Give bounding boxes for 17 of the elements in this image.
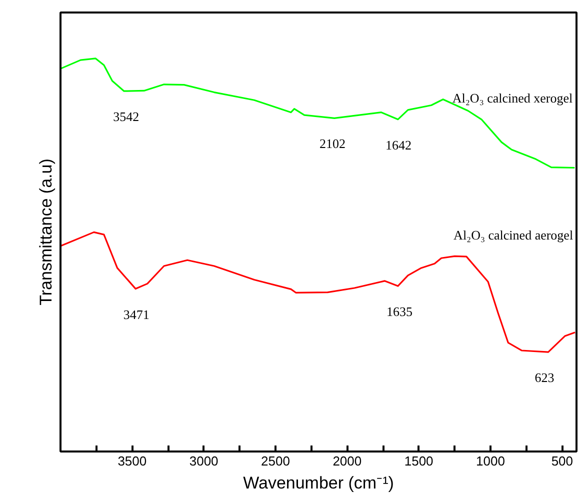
- annotation: 1642: [385, 137, 412, 152]
- x-tick-label: 2000: [332, 454, 362, 468]
- x-tick-label: 1000: [476, 454, 505, 468]
- x-tick-label: 3000: [189, 454, 218, 468]
- annotation: 623: [534, 370, 554, 386]
- annotation: 3542: [113, 109, 140, 124]
- annotation: 2102: [320, 136, 346, 152]
- x-axis-title: Wavenumber (cm⁻¹): [243, 474, 394, 492]
- x-tick-label: 2500: [261, 454, 290, 468]
- x-tick-label: 500: [551, 454, 574, 468]
- series-label: Al₂O₃ calcined xerogel: [452, 90, 574, 106]
- annotation: 1635: [386, 304, 412, 320]
- series-label: Al₂O₃ calcined aerogel: [454, 228, 574, 243]
- annotation: 3471: [123, 306, 150, 322]
- x-tick-label: 1500: [404, 454, 434, 468]
- x-tick-label: 3500: [118, 454, 147, 468]
- y-axis-title: Transmittance (a.u): [36, 158, 56, 306]
